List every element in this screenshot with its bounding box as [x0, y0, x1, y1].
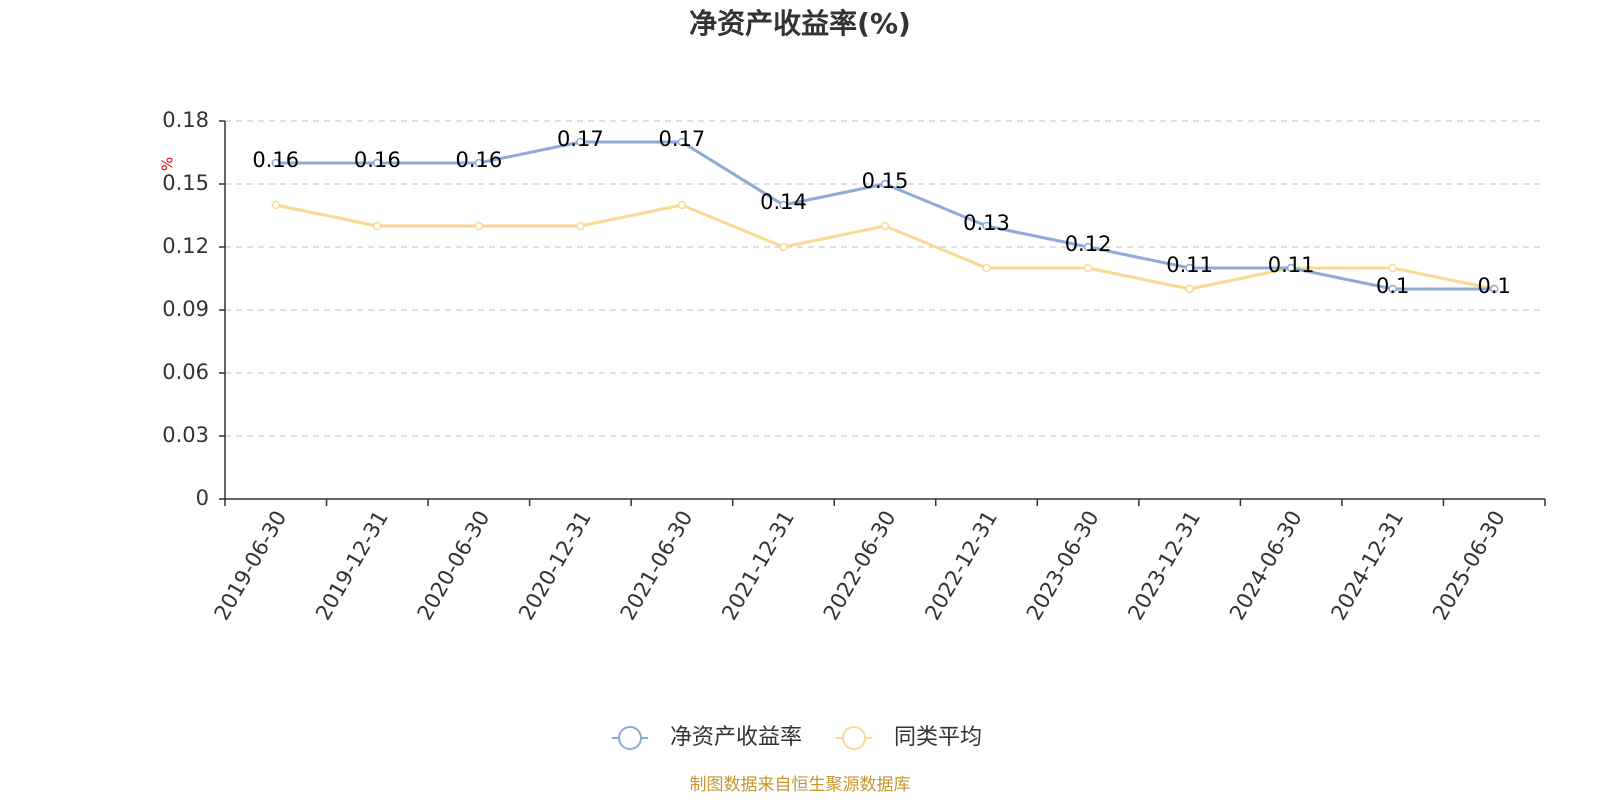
- data-labels: 0.16 0.16 0.16 0.17 0.17 0.14 0.15 0.13 0.12 0.11…: [252, 127, 1511, 298]
- legend-peer-average-label: 同类平均: [894, 725, 982, 750]
- data-label-9: 0.11: [1166, 253, 1213, 277]
- data-label-11: 0.1: [1376, 274, 1409, 298]
- legend-item-roe[interactable]: 净资产收益率: [612, 725, 802, 750]
- y-tick-label-4: 0.12: [162, 234, 209, 258]
- series-1-point-0[interactable]: [271, 200, 281, 210]
- series-0-point-3[interactable]: [576, 137, 585, 147]
- series-1-point-7[interactable]: [982, 263, 991, 273]
- data-label-8: 0.12: [1065, 232, 1112, 256]
- series-1-point-2[interactable]: [474, 221, 484, 231]
- y-tick-label-0: 0: [196, 486, 209, 510]
- data-label-4: 0.17: [659, 127, 706, 151]
- series-0-point-11[interactable]: [1388, 284, 1397, 294]
- x-tick-label-2: 2020-06-30: [413, 507, 495, 625]
- x-tick-label-5: 2021-12-31: [717, 507, 799, 625]
- series-0-point-2[interactable]: [474, 158, 484, 168]
- series-0-point-6[interactable]: [880, 179, 890, 189]
- series-0-point-7[interactable]: [982, 221, 991, 231]
- y-tick-label-3: 0.09: [162, 297, 209, 321]
- axes: [219, 120, 1546, 506]
- legend-item-peer-average[interactable]: 同类平均: [836, 725, 982, 750]
- data-label-0: 0.16: [252, 148, 299, 172]
- series-1-point-4[interactable]: [677, 200, 687, 210]
- data-label-2: 0.16: [455, 148, 502, 172]
- x-tick-label-11: 2024-12-31: [1326, 507, 1408, 625]
- data-label-10: 0.11: [1268, 253, 1315, 277]
- x-tick-label-8: 2023-06-30: [1022, 507, 1104, 625]
- data-label-3: 0.17: [557, 127, 604, 151]
- data-label-12: 0.1: [1478, 274, 1511, 298]
- series-0-point-4[interactable]: [677, 137, 687, 147]
- x-tick-label-12: 2025-06-30: [1428, 507, 1510, 625]
- legend-roe-label: 净资产收益率: [670, 725, 802, 750]
- data-source-note: 制图数据来自恒生聚源数据库: [690, 775, 911, 795]
- chart-title: 净资产收益率(%): [689, 7, 911, 40]
- legend-roe-circle-icon: [618, 726, 642, 750]
- x-tick-label-1: 2019-12-31: [311, 507, 393, 625]
- series-0-point-10[interactable]: [1286, 263, 1296, 273]
- x-tick-label-0: 2019-06-30: [209, 507, 291, 625]
- data-label-5: 0.14: [760, 190, 807, 214]
- series-1-point-9[interactable]: [1185, 284, 1194, 294]
- series-1-point-11[interactable]: [1388, 263, 1397, 273]
- series-0-point-0[interactable]: [271, 158, 281, 168]
- x-tick-label-4: 2021-06-30: [616, 507, 698, 625]
- series-0-point-12[interactable]: [1489, 284, 1499, 294]
- series-lines: [271, 137, 1499, 294]
- series-0-point-9[interactable]: [1185, 263, 1194, 273]
- data-label-6: 0.15: [862, 169, 909, 193]
- y-tick-label-5: 0.15: [162, 171, 209, 195]
- x-tick-label-6: 2022-06-30: [819, 507, 901, 625]
- series-1-point-8[interactable]: [1083, 263, 1093, 273]
- series-1-point-1[interactable]: [373, 221, 382, 231]
- x-tick-label-7: 2022-12-31: [920, 507, 1002, 625]
- data-label-7: 0.13: [963, 211, 1010, 235]
- y-tick-label-1: 0.03: [162, 423, 209, 447]
- series-0-point-8[interactable]: [1083, 242, 1093, 252]
- data-label-1: 0.16: [354, 148, 401, 172]
- x-tick-label-3: 2020-12-31: [514, 507, 596, 625]
- y-tick-label-6: 0.18: [162, 108, 209, 132]
- series-1-point-6[interactable]: [880, 221, 890, 231]
- x-tick-labels: 2019-06-30 2019-12-31 2020-06-30 2020-12-31…: [209, 507, 1509, 625]
- y-tick-label-2: 0.06: [162, 360, 209, 384]
- y-axis-unit-label: %: [159, 157, 177, 171]
- y-tick-labels: 0 0.03 0.06 0.09 0.12 0.15 0.18: [162, 108, 209, 510]
- x-tick-label-9: 2023-12-31: [1123, 507, 1205, 625]
- series-1-point-5[interactable]: [779, 242, 788, 252]
- series-0-point-5[interactable]: [779, 200, 788, 210]
- legend: 净资产收益率 同类平均: [612, 725, 982, 750]
- series-0-point-1[interactable]: [373, 158, 382, 168]
- legend-peer-average-circle-icon: [842, 726, 866, 750]
- x-tick-label-10: 2024-06-30: [1225, 507, 1307, 625]
- series-1-point-3[interactable]: [576, 221, 585, 231]
